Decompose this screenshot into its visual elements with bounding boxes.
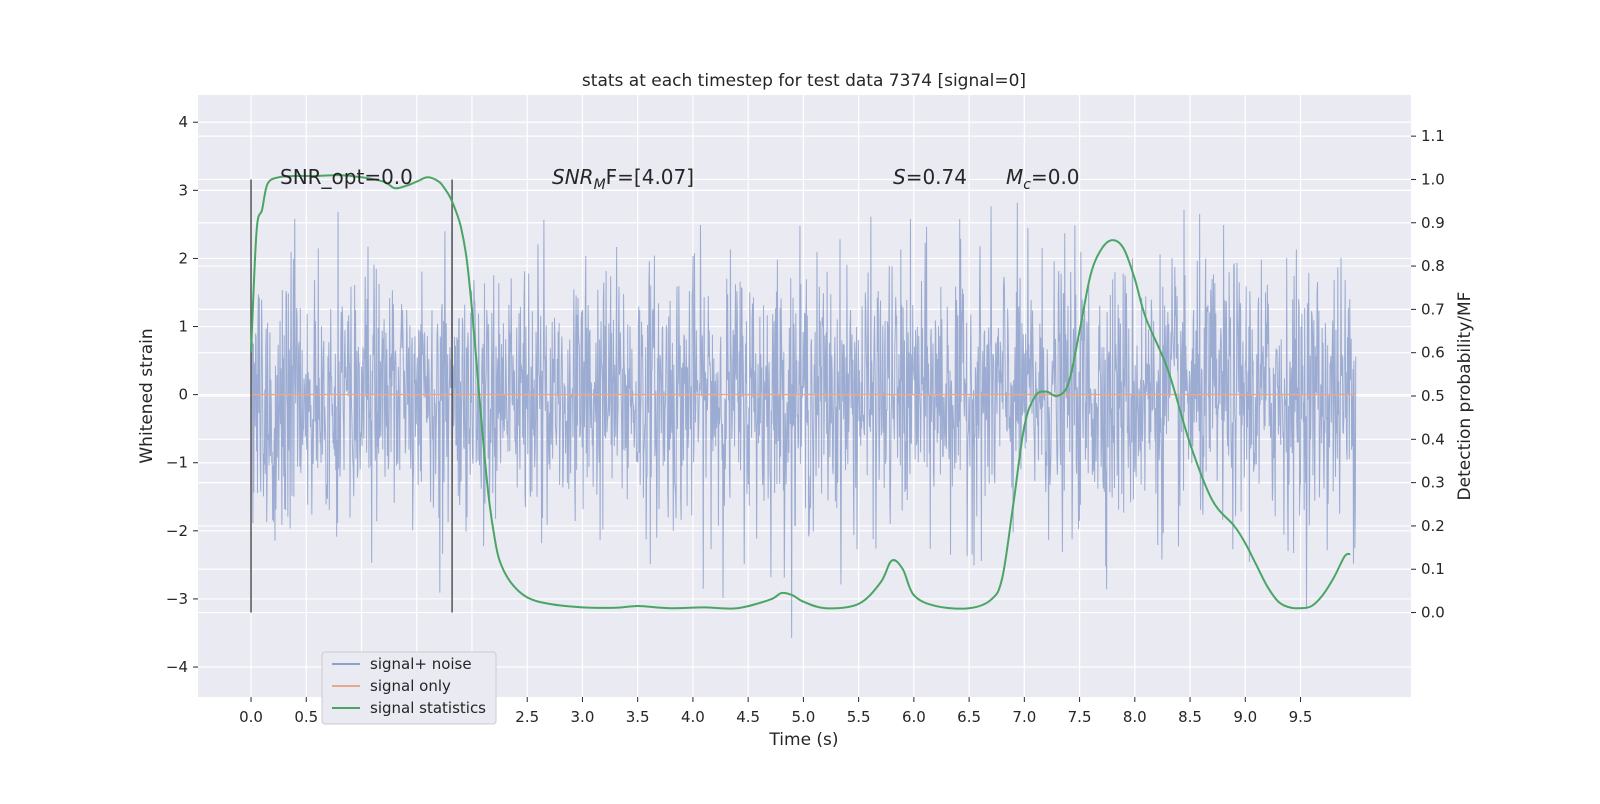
legend-label-signal-noise: signal+ noise — [370, 655, 472, 673]
x-tick-label: 7.5 — [1068, 708, 1092, 726]
annotation-snr-mf-name: SNR — [552, 165, 594, 189]
x-tick-label: 5.0 — [791, 708, 815, 726]
right-y-tick-label: 0.9 — [1421, 214, 1445, 232]
x-tick-label: 3.5 — [626, 708, 650, 726]
x-tick-label: 8.0 — [1123, 708, 1147, 726]
x-tick-label: 0.5 — [294, 708, 318, 726]
series-line-signal-noise — [250, 202, 1357, 638]
right-y-tick-label: 0.1 — [1421, 560, 1445, 578]
right-y-tick-label: 0.8 — [1421, 257, 1445, 275]
left-y-tick-label: 2 — [178, 249, 188, 267]
right-y-tick-label: 0.5 — [1421, 387, 1445, 405]
right-y-axis-label: Detection probability/MF — [1455, 292, 1475, 501]
annotation-s-name: S — [893, 165, 906, 189]
right-y-tick-label: 1.0 — [1421, 170, 1445, 188]
right-y-tick-labels: 1.1 1.0 0.9 0.8 0.7 0.6 0.5 0.4 0.3 0.2 0.1 0.0 — [1411, 127, 1445, 622]
x-tick-label: 0.0 — [239, 708, 263, 726]
annotation-snr-mf-rest: F=[4.07] — [606, 165, 694, 189]
x-tick-label: 8.5 — [1178, 708, 1202, 726]
x-tick-label: 9.5 — [1289, 708, 1313, 726]
left-y-axis-label: Whitened strain — [137, 328, 157, 463]
x-tick-label: 4.0 — [681, 708, 705, 726]
right-y-tick-label: 0.6 — [1421, 344, 1445, 362]
left-y-tick-label: −3 — [166, 590, 188, 608]
annotation-mc: Mc=0.0 — [1006, 165, 1080, 193]
x-tick-label: 7.0 — [1012, 708, 1036, 726]
x-tick-label: 4.5 — [736, 708, 760, 726]
x-tick-label: 5.5 — [847, 708, 871, 726]
x-axis-label: Time (s) — [768, 730, 838, 750]
legend: signal+ noise signal only signal statist… — [321, 651, 497, 725]
right-y-tick-label: 0.0 — [1421, 604, 1445, 622]
annotation-s: S=0.74 — [893, 165, 967, 189]
left-y-tick-label: −1 — [166, 454, 188, 472]
legend-box — [321, 651, 497, 725]
x-tick-label: 6.5 — [957, 708, 981, 726]
marker-layer — [250, 179, 453, 613]
legend-label-signal-only: signal only — [370, 677, 451, 695]
stats-layer — [250, 174, 1351, 610]
right-y-tick-label: 0.7 — [1421, 300, 1445, 318]
annotation-mc-rest: =0.0 — [1031, 165, 1080, 189]
x-tick-label: 6.0 — [902, 708, 926, 726]
noise-layer — [250, 202, 1357, 638]
annotation-snr-mf-sub: M — [594, 177, 606, 193]
x-tick-label: 9.0 — [1233, 708, 1257, 726]
left-y-tick-label: −4 — [166, 658, 188, 676]
x-tick-label: 2.5 — [515, 708, 539, 726]
left-y-tick-label: 1 — [178, 318, 188, 336]
right-y-tick-label: 1.1 — [1421, 127, 1445, 145]
legend-label-signal-statistics: signal statistics — [370, 699, 486, 717]
left-y-tick-label: 0 — [178, 386, 188, 404]
series-line-signal-statistics — [250, 174, 1351, 610]
annotation-mc-name: M — [1006, 165, 1023, 189]
left-y-tick-label: 4 — [178, 113, 188, 131]
left-y-tick-label: 3 — [178, 181, 188, 199]
annotation-s-rest: =0.74 — [906, 165, 967, 189]
annotation-mc-sub: c — [1023, 177, 1031, 193]
right-y-tick-label: 0.3 — [1421, 474, 1445, 492]
annotation-snr-mf: SNRMF=[4.07] — [552, 165, 694, 193]
left-y-tick-labels: 4 3 2 1 0 −1 −2 −3 −4 — [166, 113, 198, 676]
chart-title: stats at each timestep for test data 737… — [582, 71, 1026, 91]
x-tick-label: 3.0 — [571, 708, 595, 726]
right-y-tick-label: 0.2 — [1421, 517, 1445, 535]
right-y-tick-label: 0.4 — [1421, 430, 1445, 448]
left-y-tick-label: −2 — [166, 522, 188, 540]
annotation-snr-opt: SNR_opt=0.0 — [280, 165, 413, 189]
